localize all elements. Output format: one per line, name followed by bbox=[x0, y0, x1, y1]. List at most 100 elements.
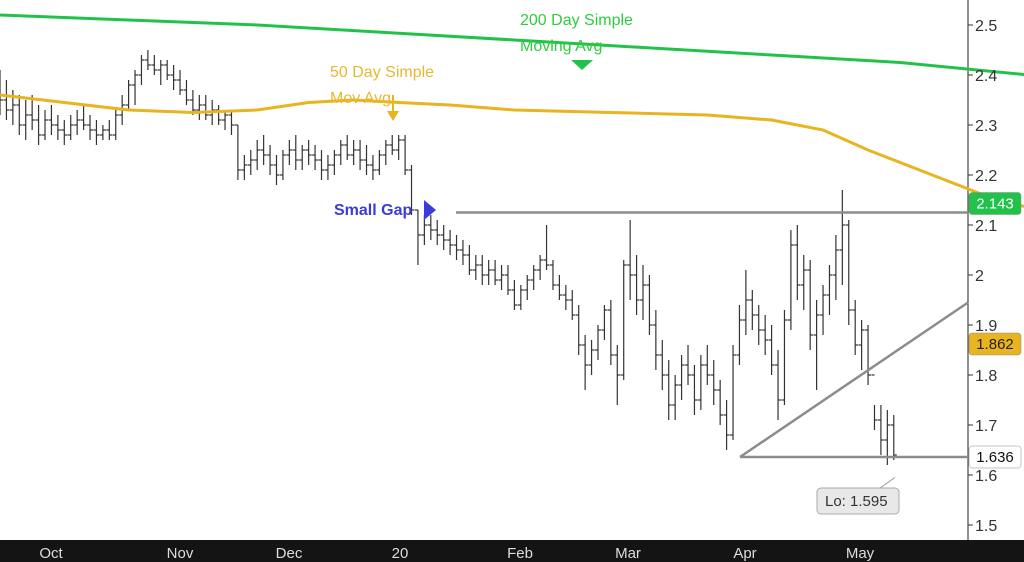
ohlc-bar bbox=[594, 325, 601, 360]
ohlc-bar bbox=[125, 80, 132, 110]
ohlc-bar bbox=[16, 95, 23, 135]
ohlc-bar bbox=[504, 265, 511, 295]
ohlc-bar bbox=[736, 305, 743, 365]
ma200-label-line1: 200 Day Simple bbox=[520, 12, 633, 29]
ohlc-bar bbox=[530, 265, 537, 290]
price-badge-label: 1.636 bbox=[976, 449, 1014, 466]
ohlc-bar bbox=[447, 230, 454, 255]
low-connector-line bbox=[879, 477, 896, 489]
ohlc-bar bbox=[318, 150, 325, 180]
ohlc-bar bbox=[151, 55, 158, 75]
ohlc-bar bbox=[215, 105, 222, 125]
ohlc-bar bbox=[697, 355, 704, 410]
ohlc-bar bbox=[640, 265, 646, 320]
ohlc-bar bbox=[61, 120, 68, 145]
ohlc-bar bbox=[794, 225, 801, 300]
ohlc-bar bbox=[29, 95, 36, 130]
ohlc-bar bbox=[723, 400, 730, 450]
y-axis-ticks: 2.5 2.4 2.3 2.2 2.1 2 1.9 1.8 1.7 1.6 1.5 bbox=[968, 18, 997, 535]
ohlc-bar bbox=[652, 310, 659, 370]
price-badge: 2.143 bbox=[968, 192, 1022, 215]
x-tick-label: Feb bbox=[507, 545, 533, 562]
ohlc-bar bbox=[704, 345, 711, 385]
ohlc-bar bbox=[177, 70, 184, 95]
x-axis-ticks: Oct Nov Dec 20 Feb Mar Apr May bbox=[39, 545, 874, 562]
ohlc-bar bbox=[414, 209, 421, 265]
ohlc-bar bbox=[775, 350, 782, 420]
ohlc-bar bbox=[466, 245, 473, 275]
ohlc-bar bbox=[402, 135, 409, 175]
ohlc-bar bbox=[472, 255, 479, 280]
ohlc-bar bbox=[485, 260, 492, 285]
ohlc-bar bbox=[601, 305, 608, 340]
ma50-arrow-icon bbox=[387, 111, 399, 121]
ohlc-bar bbox=[852, 300, 859, 355]
ohlc-bar bbox=[421, 215, 428, 245]
ohlc-bar bbox=[569, 290, 576, 320]
ohlc-bar bbox=[22, 100, 29, 140]
ohlc-bar bbox=[260, 135, 267, 165]
ohlc-bar bbox=[54, 115, 61, 140]
ohlc-bar bbox=[820, 285, 827, 335]
ohlc-bar bbox=[267, 145, 274, 175]
y-tick-label: 1.8 bbox=[975, 368, 997, 385]
ohlc-bar bbox=[202, 95, 209, 120]
ohlc-bar bbox=[678, 355, 685, 400]
ohlc-bar bbox=[312, 145, 319, 170]
ohlc-bar bbox=[247, 150, 254, 175]
ohlc-bar bbox=[787, 230, 794, 330]
ohlc-bar bbox=[35, 105, 42, 145]
ohlc-bar bbox=[74, 110, 81, 135]
ohlc-bar bbox=[710, 360, 717, 405]
small-gap-label: Small Gap bbox=[334, 202, 412, 219]
ohlc-bar bbox=[839, 190, 846, 285]
small-gap-arrow-icon bbox=[424, 200, 436, 220]
ohlc-bars bbox=[0, 50, 897, 465]
x-tick-label: Oct bbox=[39, 545, 63, 562]
ohlc-bar bbox=[440, 225, 447, 250]
ohlc-bar bbox=[781, 310, 788, 405]
price-badge-box bbox=[968, 445, 1022, 469]
ohlc-bar bbox=[556, 275, 563, 300]
ohlc-bar bbox=[138, 55, 145, 85]
x-tick-label: Apr bbox=[733, 545, 756, 562]
ohlc-bar bbox=[408, 165, 415, 215]
ohlc-bar bbox=[389, 135, 396, 155]
trendlines bbox=[456, 211, 969, 459]
ohlc-bar bbox=[588, 340, 595, 375]
ohlc-bar bbox=[575, 305, 582, 355]
x-tick-label: 20 bbox=[392, 545, 409, 562]
ohlc-bar bbox=[48, 105, 55, 135]
ohlc-bar bbox=[877, 405, 884, 455]
ohlc-bar bbox=[299, 145, 306, 170]
ohlc-bar bbox=[691, 365, 698, 415]
price-badge-label: 1.862 bbox=[976, 336, 1014, 353]
ohlc-bar bbox=[646, 275, 653, 335]
x-tick-label: Mar bbox=[615, 545, 641, 562]
ohlc-bar bbox=[132, 70, 139, 105]
ohlc-bar bbox=[537, 255, 544, 280]
y-tick-label: 1.9 bbox=[975, 318, 997, 335]
ohlc-bar bbox=[453, 235, 460, 260]
ma200-arrow-icon bbox=[571, 60, 593, 70]
ohlc-bar bbox=[112, 110, 119, 140]
ohlc-bar bbox=[331, 150, 338, 175]
ohlc-bar bbox=[865, 325, 872, 385]
low-callout-box bbox=[816, 487, 900, 515]
ohlc-bar bbox=[749, 290, 756, 330]
ohlc-bar bbox=[492, 260, 499, 285]
price-badge: 1.862 bbox=[968, 332, 1022, 356]
ohlc-bar bbox=[459, 240, 466, 265]
price-badge-label: 2.143 bbox=[976, 196, 1014, 213]
ohlc-bar bbox=[717, 380, 724, 425]
ohlc-bar bbox=[183, 80, 190, 105]
ohlc-bar bbox=[890, 415, 897, 460]
ohlc-bar bbox=[273, 155, 280, 185]
plot-area bbox=[0, 0, 968, 540]
ohlc-bar bbox=[659, 340, 666, 390]
y-tick-label: 1.7 bbox=[975, 418, 997, 435]
ohlc-bar bbox=[614, 345, 621, 405]
ohlc-bar bbox=[279, 150, 286, 180]
ohlc-bar bbox=[755, 305, 762, 345]
